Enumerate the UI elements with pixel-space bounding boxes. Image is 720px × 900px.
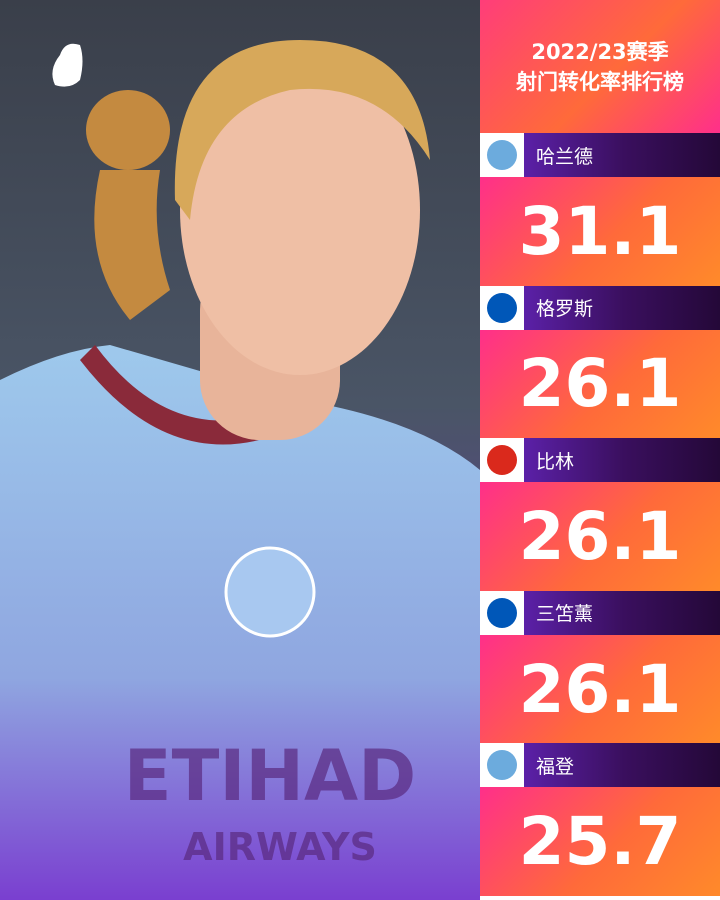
photo: ETIHAD AIRWAYS — [0, 0, 480, 900]
shirt-text: AIRWAYS — [183, 825, 377, 869]
club-badge — [480, 285, 524, 330]
conversion-value: 26.1 — [480, 329, 720, 439]
face — [180, 45, 420, 375]
conversion-value: 31.1 — [480, 177, 720, 286]
league-logo — [52, 43, 83, 87]
player-name: 格罗斯 — [536, 298, 594, 321]
hair-bun — [86, 90, 170, 170]
club-badge — [480, 743, 524, 788]
club-crest — [487, 445, 517, 476]
club-crest — [487, 597, 517, 628]
title-line: 射门转化率排行榜 — [516, 69, 684, 94]
club-crest — [487, 292, 517, 323]
player-name: 比林 — [536, 450, 575, 473]
name-bar: 三笘薰 — [480, 590, 720, 635]
club-badge — [480, 133, 524, 177]
club-crest — [487, 140, 517, 170]
name-bar: 格罗斯 — [480, 285, 720, 330]
hair-tail — [94, 170, 170, 320]
ranking-panel: 2022/23赛季 射门转化率排行榜 哈兰德 31.1 格罗斯 26.1 比林 26.1 三… — [480, 0, 720, 900]
hair — [174, 40, 430, 220]
ranking-row: 格罗斯 26.1 — [480, 285, 720, 439]
ranking-row: 比林 26.1 — [480, 438, 720, 591]
conversion-value: 26.1 — [480, 482, 720, 591]
name-bar: 比林 — [480, 438, 720, 483]
club-crest — [224, 546, 316, 638]
rows: 哈兰德 31.1 格罗斯 26.1 比林 26.1 三笘薰 26.1 福登 25.7 — [480, 133, 720, 896]
conversion-value: 26.1 — [480, 634, 720, 744]
shirt-text: ETIHAD — [124, 735, 416, 817]
conversion-value: 25.7 — [480, 787, 720, 896]
header: 2022/23赛季 射门转化率排行榜 — [480, 0, 720, 133]
player-name: 三笘薰 — [536, 603, 594, 626]
ranking-row: 三笘薰 26.1 — [480, 590, 720, 744]
ranking-row: 哈兰德 31.1 — [480, 133, 720, 286]
club-badge — [480, 590, 524, 635]
player-name: 福登 — [536, 755, 575, 778]
title-line: 2022/23赛季 — [531, 39, 669, 64]
ranking-row: 福登 25.7 — [480, 743, 720, 896]
club-badge — [480, 438, 524, 483]
player-name: 哈兰德 — [536, 145, 594, 168]
club-crest — [487, 750, 517, 781]
name-bar: 福登 — [480, 743, 720, 788]
name-bar: 哈兰德 — [480, 133, 720, 177]
